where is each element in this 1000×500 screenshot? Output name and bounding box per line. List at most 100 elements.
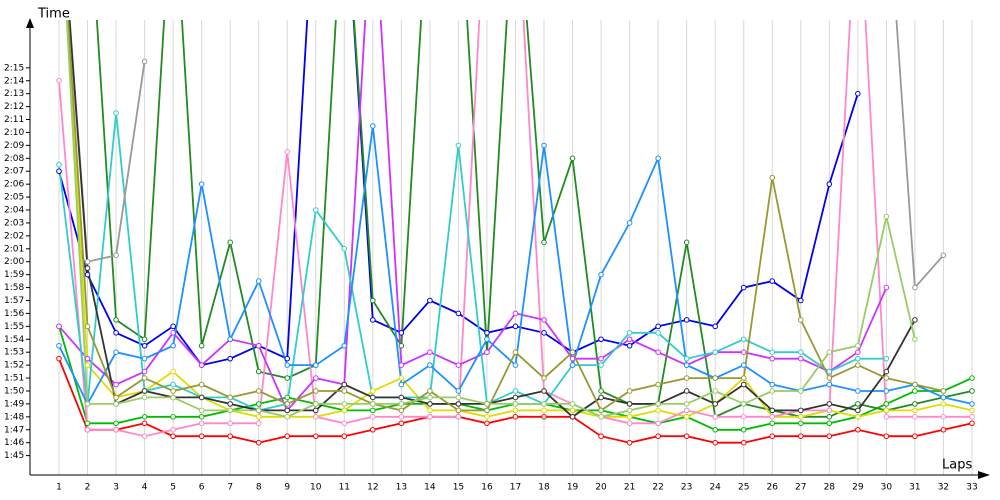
data-point	[512, 414, 519, 420]
data-point	[255, 278, 262, 284]
data-point	[455, 407, 462, 414]
data-point	[740, 414, 747, 420]
data-point	[740, 336, 747, 343]
data-point	[740, 439, 747, 446]
data-point	[855, 349, 861, 356]
data-point	[826, 407, 833, 414]
data-point	[626, 388, 633, 394]
data-point	[312, 362, 319, 368]
data-point	[84, 355, 91, 362]
x-tick-label: 28	[824, 483, 836, 493]
x-tick-label: 11	[339, 483, 350, 493]
data-point	[312, 401, 319, 407]
data-point	[769, 388, 776, 394]
x-tick-label: 6	[199, 483, 205, 493]
x-tick-label: 10	[310, 483, 322, 493]
data-point	[712, 401, 718, 407]
data-point	[883, 388, 890, 394]
x-tick-label: 32	[938, 483, 949, 493]
x-tick-label: 23	[681, 483, 692, 493]
data-point	[797, 414, 804, 420]
data-point	[255, 368, 262, 375]
y-tick-label: 1:45	[4, 451, 24, 461]
data-point	[198, 394, 205, 401]
data-point	[883, 213, 890, 220]
data-point	[826, 420, 833, 427]
data-point	[341, 381, 348, 388]
data-point	[626, 414, 633, 420]
data-point	[512, 401, 519, 407]
data-point	[797, 349, 804, 356]
data-point	[969, 414, 975, 420]
data-point	[427, 349, 433, 356]
data-point	[769, 420, 776, 427]
x-tick-label: 19	[567, 483, 579, 493]
data-point	[769, 433, 776, 440]
data-point	[969, 407, 975, 414]
y-tick-label: 2:14	[4, 76, 24, 86]
y-tick-label: 1:51	[4, 374, 24, 384]
data-point	[797, 407, 804, 414]
data-point	[797, 433, 804, 440]
y-tick-label: 2:06	[4, 180, 24, 190]
y-tick-label: 2:00	[4, 257, 24, 267]
x-tick-label: 25	[738, 483, 749, 493]
data-point	[427, 414, 433, 420]
data-point	[541, 330, 547, 336]
data-point	[370, 123, 376, 129]
data-point	[113, 420, 119, 427]
data-point	[398, 342, 405, 349]
data-point	[341, 342, 348, 349]
data-point	[912, 336, 918, 343]
data-point	[855, 342, 861, 349]
data-point	[312, 407, 319, 414]
y-tick-label: 2:01	[4, 244, 24, 254]
data-point	[740, 284, 747, 291]
data-point	[312, 433, 319, 440]
x-tick-label: 7	[227, 483, 233, 493]
data-point	[655, 330, 661, 336]
data-point	[198, 414, 205, 420]
data-point	[655, 401, 661, 407]
data-point	[284, 149, 291, 155]
data-point	[655, 433, 661, 440]
y-tick-label: 2:02	[4, 231, 24, 241]
y-tick-label: 2:10	[4, 128, 24, 138]
data-point	[84, 420, 91, 427]
data-point	[598, 362, 604, 368]
x-axis-label: Laps	[942, 458, 972, 473]
data-point	[569, 355, 576, 362]
x-tick-label: 27	[795, 483, 806, 493]
data-point	[712, 439, 718, 446]
data-point	[84, 323, 91, 330]
x-tick-label: 16	[481, 483, 493, 493]
x-tick-label: 33	[966, 483, 977, 493]
data-point	[797, 388, 804, 394]
data-point	[655, 323, 661, 330]
data-point	[797, 297, 804, 304]
data-point	[427, 407, 433, 414]
data-point	[455, 388, 462, 394]
data-point	[655, 420, 661, 427]
data-point	[370, 407, 376, 414]
data-point	[541, 239, 547, 246]
data-point	[56, 355, 62, 362]
data-point	[284, 401, 291, 407]
data-point	[683, 317, 690, 323]
data-point	[341, 401, 348, 407]
data-point	[626, 330, 633, 336]
data-point	[170, 323, 176, 330]
data-point	[370, 414, 376, 420]
data-point	[198, 433, 205, 440]
y-tick-label: 2:03	[4, 218, 24, 228]
data-point	[541, 142, 547, 149]
data-point	[683, 407, 690, 414]
data-point	[626, 439, 633, 446]
data-point	[427, 388, 433, 394]
data-point	[370, 401, 376, 407]
y-tick-label: 1:49	[4, 399, 24, 409]
data-point	[883, 375, 890, 381]
data-point	[455, 142, 462, 149]
data-point	[170, 381, 176, 388]
data-point	[969, 420, 975, 427]
